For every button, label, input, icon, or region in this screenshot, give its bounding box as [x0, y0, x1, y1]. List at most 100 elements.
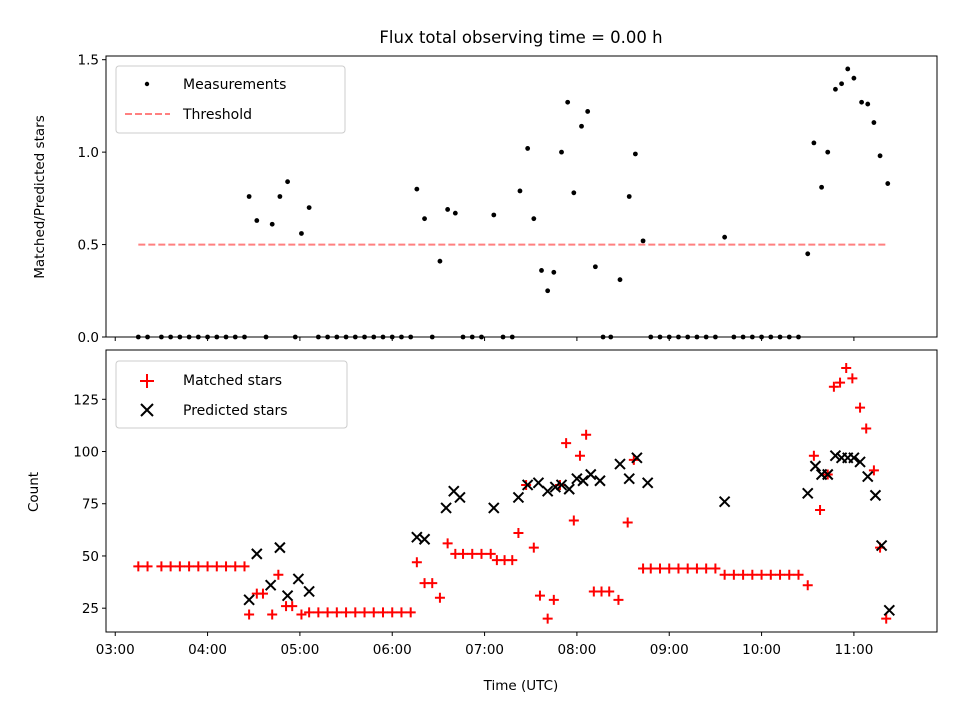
matched-star-point	[738, 569, 749, 580]
predicted-star-point	[274, 541, 286, 554]
measurement-point	[565, 99, 571, 105]
matched-star-point	[165, 561, 176, 572]
predicted-star-point	[577, 475, 589, 487]
bottom-x-tick-label: 08:00	[557, 642, 596, 658]
predicted-star-point	[862, 470, 874, 483]
measurement-point	[539, 268, 544, 273]
bottom-x-tick-label: 06:00	[373, 642, 412, 658]
measurement-point	[617, 277, 623, 283]
measurement-point	[525, 146, 531, 151]
measurement-point	[437, 258, 443, 264]
matched-star-point	[691, 563, 702, 574]
predicted-star-point	[631, 452, 643, 464]
legend-matched-marker	[140, 374, 154, 388]
measurement-point	[833, 86, 838, 92]
matched-star-point	[458, 548, 469, 559]
matched-star-point	[868, 465, 879, 476]
predicted-star-point	[802, 487, 814, 500]
matched-star-point	[775, 569, 786, 580]
legend-threshold-label: Threshold	[182, 107, 252, 123]
matched-star-point	[485, 548, 496, 559]
bottom-y-axis-label: Count	[26, 472, 42, 512]
predicted-star-point	[623, 472, 635, 485]
measurement-point	[592, 264, 598, 270]
matched-star-point	[174, 561, 185, 572]
predicted-star-point	[614, 458, 626, 470]
matched-star-point	[847, 373, 858, 384]
matched-star-point	[239, 561, 250, 572]
matched-star-point	[273, 569, 284, 580]
measurement-point	[851, 75, 857, 81]
measurement-point	[254, 218, 260, 223]
predicted-star-point	[563, 483, 575, 495]
bottom-axes: 03:00 04:00 05:00 06:00 07:00 08:00 09:00 10:00…	[73, 392, 873, 658]
matched-star-point	[548, 594, 559, 605]
measurement-point	[452, 210, 458, 216]
matched-star-point	[267, 609, 278, 620]
matched-star-point	[133, 561, 144, 572]
matched-star-point	[142, 561, 153, 572]
measurement-point	[269, 221, 275, 227]
matched-star-point	[574, 450, 585, 461]
matched-star-point	[322, 607, 333, 618]
bottom-x-tick-label: 09:00	[650, 642, 689, 658]
bottom-x-tick-label: 05:00	[280, 642, 319, 658]
bottom-y-tick-label: 125	[73, 392, 99, 408]
matched-star-point	[368, 607, 379, 618]
predicted-star-point	[875, 539, 888, 552]
legend-predicted-label: Predicted stars	[183, 403, 288, 419]
measurement-point	[551, 269, 557, 275]
matched-star-point	[664, 563, 675, 574]
predicted-star-point	[521, 479, 534, 491]
predicted-star-point	[869, 489, 882, 502]
measurement-point	[579, 123, 584, 129]
measurement-point	[545, 288, 551, 294]
matched-star-point	[855, 402, 866, 413]
predicted-star-point	[532, 477, 545, 489]
measurement-point	[559, 149, 564, 155]
predicted-star-point	[243, 594, 255, 606]
matched-star-point	[756, 569, 767, 580]
matched-star-point	[331, 607, 342, 618]
predicted-star-point	[854, 456, 866, 468]
predicted-star-point	[641, 477, 654, 489]
predicted-star-point	[303, 585, 315, 598]
matched-star-point	[257, 588, 268, 599]
measurement-point	[414, 186, 420, 192]
measurement-point	[299, 231, 304, 236]
bottom-plot-frame	[105, 349, 938, 633]
matched-star-point	[193, 561, 204, 572]
measurement-point	[877, 153, 883, 159]
predicted-star-point	[571, 472, 583, 485]
matched-star-point	[784, 569, 795, 580]
matched-star-point	[841, 362, 852, 373]
bottom-y-tick-label: 75	[82, 497, 99, 513]
measurement-point	[626, 194, 632, 199]
matched-star-point	[411, 557, 422, 568]
matched-star-point	[184, 561, 195, 572]
matched-star-point	[202, 561, 213, 572]
matched-star-point	[534, 590, 545, 601]
top-legend: Measurements Threshold	[115, 65, 346, 134]
predicted-star-point	[440, 502, 452, 514]
predicted-star-point	[718, 495, 731, 508]
top-panel: 0.0 0.5 1.0 1.5 Matched/Predicted stars Mea…	[32, 53, 938, 346]
predicted-star-point	[454, 491, 466, 504]
measurement-point	[811, 140, 817, 146]
measurement-point	[517, 188, 523, 194]
measurement-point	[871, 120, 877, 125]
measurement-point	[632, 151, 638, 157]
matched-star-point	[467, 548, 478, 559]
predicted-star-point	[555, 479, 568, 491]
predicted-star-point	[594, 475, 606, 487]
matched-star-point	[673, 563, 684, 574]
matched-star-point	[568, 515, 579, 526]
top-legend-box	[115, 65, 346, 134]
predicted-star-point	[549, 481, 562, 493]
predicted-star-point	[829, 449, 842, 462]
matched-star-point	[828, 381, 839, 392]
top-y-tick-label: 1.0	[78, 145, 99, 161]
measurement-point	[825, 149, 831, 155]
matched-star-point	[442, 538, 453, 549]
